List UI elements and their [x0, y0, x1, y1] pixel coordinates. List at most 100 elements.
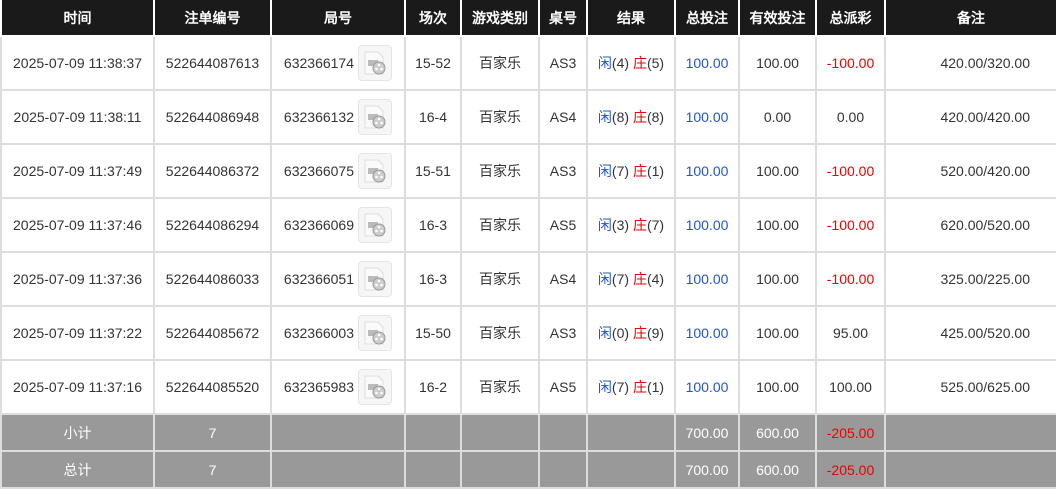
total-bet: 100.00: [674, 143, 740, 199]
round-id-cell: 632366069: [270, 197, 406, 253]
banker-label: 庄: [632, 55, 647, 71]
header-result: 结果: [586, 0, 676, 37]
valid-bet: 100.00: [738, 251, 817, 307]
table-no: AS3: [538, 305, 588, 361]
game-type: 百家乐: [460, 143, 540, 199]
round-id-cell: 632366051: [270, 251, 406, 307]
result: 闲(3) 庄(7): [586, 197, 676, 253]
round-id: 632366174: [283, 55, 354, 71]
video-replay-icon[interactable]: [358, 315, 392, 351]
payout: -100.00: [815, 35, 886, 91]
banker-points: (9): [646, 325, 665, 341]
video-replay-icon[interactable]: [358, 45, 392, 81]
shoe-round: 16-4: [404, 89, 462, 145]
banker-points: (1): [646, 379, 665, 395]
result: 闲(7) 庄(4): [586, 251, 676, 307]
player-label: 闲: [597, 55, 612, 71]
table-row: 2025-07-09 11:38:37 522644087613 632366174…: [0, 35, 1056, 91]
summary-valid-bet: 600.00: [738, 413, 817, 452]
player-points: (0): [611, 325, 630, 341]
player-points: (7): [611, 379, 630, 395]
empty-cell: [884, 413, 1056, 452]
round-id-wrap: 632366003: [272, 315, 404, 351]
note: 620.00/520.00: [884, 197, 1056, 253]
video-replay-icon[interactable]: [358, 153, 392, 189]
summary-label: 总计: [0, 450, 155, 489]
player-points: (8): [611, 109, 630, 125]
header-note: 备注: [884, 0, 1056, 37]
empty-cell: [404, 450, 462, 489]
valid-bet: 100.00: [738, 35, 817, 91]
player-points: (7): [611, 163, 630, 179]
bet-id: 522644086948: [153, 89, 272, 145]
game-type: 百家乐: [460, 89, 540, 145]
player-label: 闲: [597, 379, 612, 395]
empty-cell: [586, 450, 676, 489]
round-id-wrap: 632366174: [272, 45, 404, 81]
banker-points: (1): [646, 163, 665, 179]
video-replay-icon[interactable]: [358, 369, 392, 405]
banker-points: (7): [646, 217, 665, 233]
empty-cell: [538, 450, 588, 489]
player-points: (4): [611, 55, 630, 71]
table-no: AS3: [538, 143, 588, 199]
header-total-bet: 总投注: [674, 0, 740, 37]
banker-points: (4): [646, 271, 665, 287]
player-label: 闲: [597, 271, 612, 287]
bet-id: 522644086372: [153, 143, 272, 199]
table-row: 2025-07-09 11:37:16 522644085520 632365983…: [0, 359, 1056, 415]
total-bet: 100.00: [674, 89, 740, 145]
summary-payout: -205.00: [815, 413, 886, 452]
banker-label: 庄: [632, 163, 647, 179]
bet-time: 2025-07-09 11:37:36: [0, 251, 155, 307]
banker-label: 庄: [632, 271, 647, 287]
game-type: 百家乐: [460, 197, 540, 253]
subtotal-row: 小计 7 700.00 600.00 -205.00: [0, 413, 1056, 452]
player-points: (3): [611, 217, 630, 233]
player-label: 闲: [597, 109, 612, 125]
summary-count: 7: [153, 413, 272, 452]
empty-cell: [884, 450, 1056, 489]
round-id-cell: 632366075: [270, 143, 406, 199]
summary-valid-bet: 600.00: [738, 450, 817, 489]
round-id-cell: 632366174: [270, 35, 406, 91]
result: 闲(7) 庄(1): [586, 359, 676, 415]
bet-time: 2025-07-09 11:38:11: [0, 89, 155, 145]
table-no: AS4: [538, 251, 588, 307]
payout: -100.00: [815, 143, 886, 199]
round-id: 632366003: [283, 325, 354, 341]
table-row: 2025-07-09 11:37:22 522644085672 632366003…: [0, 305, 1056, 361]
valid-bet: 100.00: [738, 143, 817, 199]
banker-label: 庄: [632, 379, 647, 395]
payout: 0.00: [815, 89, 886, 145]
payout: 100.00: [815, 359, 886, 415]
note: 425.00/520.00: [884, 305, 1056, 361]
banker-points: (8): [646, 109, 665, 125]
round-id: 632365983: [283, 379, 354, 395]
note: 525.00/625.00: [884, 359, 1056, 415]
video-replay-icon[interactable]: [358, 99, 392, 135]
bet-id: 522644086033: [153, 251, 272, 307]
empty-cell: [404, 413, 462, 452]
shoe-round: 15-51: [404, 143, 462, 199]
bet-time: 2025-07-09 11:37:22: [0, 305, 155, 361]
video-replay-icon[interactable]: [358, 207, 392, 243]
valid-bet: 100.00: [738, 359, 817, 415]
summary-total-bet: 700.00: [674, 413, 740, 452]
shoe-round: 16-3: [404, 197, 462, 253]
game-type: 百家乐: [460, 35, 540, 91]
shoe-round: 15-50: [404, 305, 462, 361]
round-id-cell: 632365983: [270, 359, 406, 415]
table-no: AS3: [538, 35, 588, 91]
result: 闲(4) 庄(5): [586, 35, 676, 91]
summary-total-bet: 700.00: [674, 450, 740, 489]
result: 闲(7) 庄(1): [586, 143, 676, 199]
round-id: 632366051: [283, 271, 354, 287]
payout: 95.00: [815, 305, 886, 361]
game-type: 百家乐: [460, 251, 540, 307]
result: 闲(0) 庄(9): [586, 305, 676, 361]
round-id-wrap: 632366069: [272, 207, 404, 243]
bet-id: 522644085672: [153, 305, 272, 361]
video-replay-icon[interactable]: [358, 261, 392, 297]
